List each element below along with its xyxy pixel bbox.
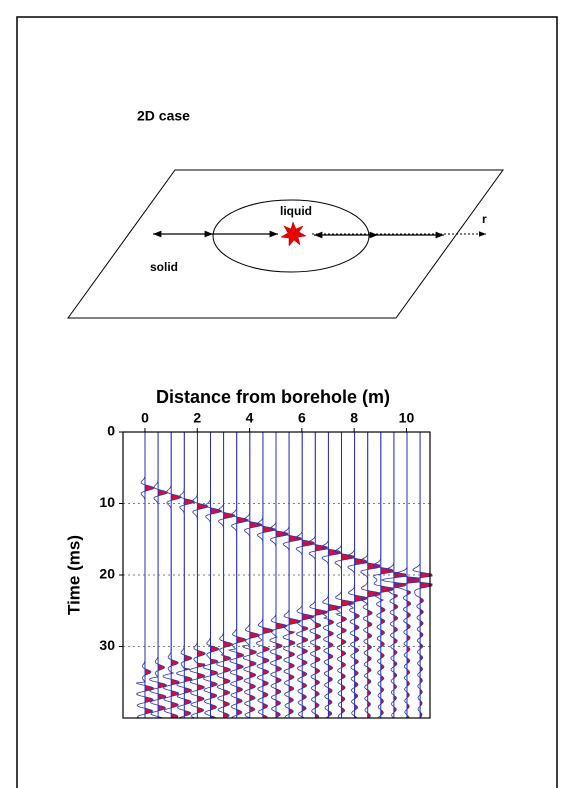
trace — [202, 432, 223, 719]
trace-fill — [289, 432, 302, 718]
trace — [227, 432, 250, 719]
trace-fill — [380, 432, 393, 718]
trace — [269, 432, 289, 719]
x-tick-label: 4 — [246, 410, 254, 426]
trace — [308, 432, 328, 719]
trace — [394, 432, 420, 719]
y-tick-label: 0 — [107, 423, 115, 439]
y-tick-label: 10 — [99, 494, 115, 510]
x-tick-label: 8 — [350, 410, 358, 426]
trace — [360, 432, 381, 719]
trace-fill — [197, 432, 208, 718]
x-tick-label: 10 — [399, 410, 415, 426]
trace — [255, 432, 276, 719]
diagram-title: 2D case — [137, 108, 190, 124]
liquid-label: liquid — [280, 204, 312, 218]
plot: 0 10 20 30 0 2 4 6 8 10 — [99, 410, 433, 719]
trace — [373, 432, 394, 719]
plot-frame — [122, 431, 431, 719]
y-tick-label: 20 — [99, 566, 115, 582]
r-label: r — [482, 212, 487, 226]
frame — [16, 16, 558, 788]
plane — [67, 169, 504, 319]
trace-fill — [145, 432, 154, 718]
trace — [407, 432, 433, 719]
x-axis-label: Distance from borehole (m) — [156, 387, 390, 407]
solid-label: solid — [150, 260, 178, 274]
trace — [189, 432, 209, 719]
y-tick-label: 30 — [99, 637, 115, 653]
trace-fill — [210, 432, 222, 718]
trace — [162, 432, 182, 719]
y-axis-label: Time (ms) — [64, 535, 83, 615]
x-tick-label: 0 — [141, 410, 149, 426]
source — [280, 221, 307, 247]
trace — [295, 432, 315, 719]
trace-fill — [184, 432, 195, 718]
x-tick-label: 2 — [193, 410, 201, 426]
trace — [334, 432, 354, 719]
x-tick-label: 6 — [298, 410, 306, 426]
trace — [380, 432, 407, 719]
trace-fill — [420, 432, 433, 718]
trace-fill — [276, 432, 288, 718]
trace-fill — [236, 432, 249, 718]
